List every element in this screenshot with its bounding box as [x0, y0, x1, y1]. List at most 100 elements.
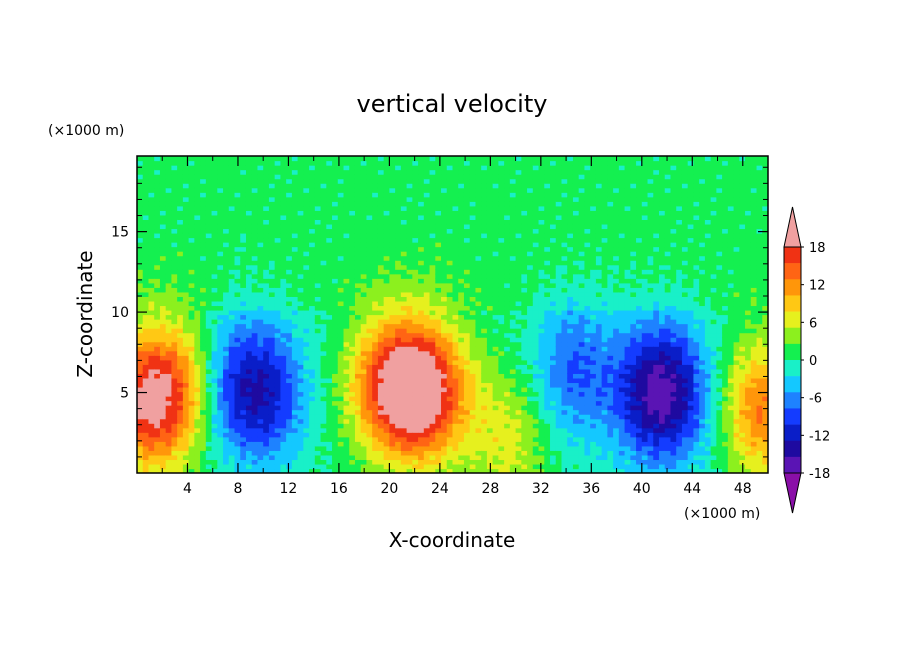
- heatmap-cell: [182, 165, 190, 171]
- heatmap-cell: [223, 210, 230, 216]
- heatmap-cell: [504, 400, 511, 406]
- heatmap-cell: [171, 178, 178, 184]
- heatmap-cell: [469, 264, 477, 270]
- heatmap-cell: [142, 305, 150, 311]
- heatmap-cell: [286, 441, 293, 447]
- heatmap-cell: [234, 264, 241, 270]
- heatmap-cell: [320, 459, 327, 465]
- heatmap-cell: [429, 427, 436, 433]
- heatmap-cell: [400, 377, 408, 384]
- heatmap-cell: [423, 187, 431, 193]
- heatmap-cell: [452, 400, 459, 406]
- heatmap-cell: [343, 423, 350, 429]
- heatmap-cell: [395, 463, 402, 470]
- heatmap-cell: [182, 201, 190, 207]
- heatmap-cell: [303, 377, 310, 384]
- heatmap-cell: [377, 400, 385, 406]
- heatmap-cell: [441, 350, 448, 356]
- heatmap-cell: [177, 409, 184, 415]
- heatmap-cell: [297, 205, 304, 211]
- heatmap-cell: [280, 214, 287, 220]
- heatmap-cell: [182, 364, 190, 370]
- heatmap-cell: [297, 459, 304, 465]
- heatmap-cell: [372, 332, 379, 338]
- heatmap-cell: [509, 341, 517, 347]
- heatmap-cell: [418, 332, 425, 338]
- heatmap-cell: [274, 314, 282, 320]
- heatmap-cell: [223, 368, 230, 374]
- heatmap-cell: [469, 287, 477, 293]
- heatmap-cell: [360, 405, 368, 411]
- heatmap-cell: [205, 282, 213, 288]
- heatmap-cell: [458, 251, 465, 257]
- heatmap-cell: [343, 328, 350, 334]
- heatmap-cell: [406, 282, 413, 288]
- heatmap-cell: [354, 264, 362, 270]
- heatmap-cell: [423, 346, 431, 352]
- heatmap-cell: [142, 409, 150, 415]
- heatmap-cell: [532, 368, 540, 374]
- heatmap-cell: [418, 346, 425, 352]
- heatmap-cell: [297, 251, 304, 257]
- heatmap-cell: [188, 427, 195, 433]
- heatmap-cell: [383, 373, 390, 379]
- heatmap-cell: [498, 432, 505, 438]
- heatmap-cell: [303, 409, 310, 415]
- heatmap-cell: [177, 377, 184, 384]
- heatmap-cell: [257, 228, 264, 234]
- heatmap-cell: [498, 187, 505, 193]
- heatmap-cell: [280, 346, 287, 352]
- heatmap-cell: [538, 183, 545, 189]
- heatmap-cell: [486, 432, 494, 438]
- heatmap-cell: [263, 214, 270, 220]
- heatmap-cell: [492, 237, 499, 243]
- heatmap-cell: [527, 255, 534, 261]
- heatmap-cell: [412, 183, 419, 189]
- heatmap-cell: [165, 319, 173, 325]
- heatmap-cell: [320, 400, 327, 406]
- heatmap-cell: [200, 183, 207, 189]
- heatmap-cell: [286, 350, 293, 356]
- heatmap-cell: [475, 201, 482, 207]
- heatmap-cell: [463, 169, 471, 175]
- heatmap-cell: [303, 441, 310, 447]
- heatmap-cell: [389, 459, 396, 465]
- heatmap-cell: [309, 255, 316, 261]
- heatmap-cell: [309, 323, 316, 329]
- heatmap-cell: [297, 328, 304, 334]
- heatmap-cell: [240, 405, 247, 411]
- heatmap-cell: [188, 314, 195, 320]
- heatmap-cell: [280, 373, 287, 379]
- heatmap-cell: [395, 287, 402, 293]
- heatmap-cell: [406, 255, 413, 261]
- heatmap-cell: [383, 377, 390, 384]
- heatmap-cell: [343, 359, 350, 365]
- heatmap-cell: [280, 246, 287, 252]
- heatmap-cell: [177, 156, 184, 162]
- heatmap-cell: [366, 468, 373, 473]
- heatmap-cell: [383, 160, 390, 166]
- heatmap-cell: [418, 436, 425, 442]
- heatmap-cell: [177, 350, 184, 356]
- heatmap-cell: [452, 328, 459, 334]
- heatmap-cell: [492, 192, 499, 198]
- heatmap-cell: [291, 305, 299, 311]
- heatmap-cell: [418, 282, 425, 288]
- heatmap-cell: [504, 423, 511, 429]
- heatmap-cell: [228, 328, 236, 334]
- heatmap-cell: [412, 359, 419, 365]
- heatmap-cell: [274, 228, 282, 234]
- heatmap-cell: [142, 178, 150, 184]
- heatmap-cell: [337, 287, 345, 293]
- heatmap-cell: [372, 346, 379, 352]
- heatmap-cell: [205, 396, 213, 402]
- heatmap-cell: [245, 328, 253, 334]
- heatmap-cell: [263, 382, 270, 388]
- heatmap-cell: [188, 251, 195, 257]
- heatmap-cell: [366, 418, 373, 424]
- heatmap-cell: [251, 251, 259, 257]
- heatmap-cell: [154, 386, 161, 393]
- heatmap-cell: [280, 192, 287, 198]
- heatmap-cell: [194, 436, 201, 442]
- heatmap-cell: [211, 219, 218, 225]
